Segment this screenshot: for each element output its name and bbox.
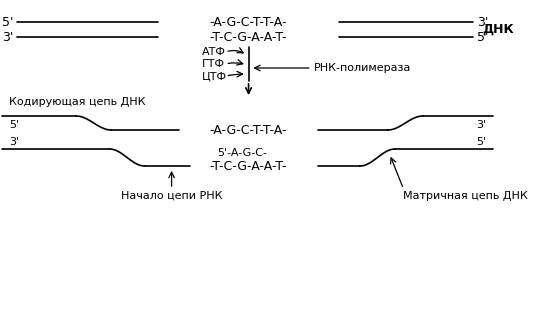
Text: 5'-A-G-C-: 5'-A-G-C-: [217, 148, 267, 158]
Text: АТФ: АТФ: [202, 47, 226, 57]
Text: 5': 5': [2, 15, 13, 28]
Text: 3': 3': [2, 31, 13, 44]
Text: 3': 3': [9, 137, 20, 147]
Text: ДНК: ДНК: [482, 23, 514, 36]
Text: -A-G-C-T-T-A-: -A-G-C-T-T-A-: [210, 15, 287, 28]
Text: -A-G-C-T-T-A-: -A-G-C-T-T-A-: [210, 124, 287, 137]
Text: 3': 3': [476, 120, 486, 130]
Text: РНК-полимераза: РНК-полимераза: [313, 63, 411, 73]
Text: Кодирующая цепь ДНК: Кодирующая цепь ДНК: [9, 97, 146, 107]
Text: -T-C-G-A-A-T-: -T-C-G-A-A-T-: [210, 159, 287, 172]
Text: -T-C-G-A-A-T-: -T-C-G-A-A-T-: [210, 31, 287, 44]
Text: 5': 5': [9, 120, 20, 130]
Text: ЦТФ: ЦТФ: [202, 71, 227, 81]
Text: Матричная цепь ДНК: Матричная цепь ДНК: [403, 191, 528, 201]
Text: Начало цепи РНК: Начало цепи РНК: [121, 191, 222, 201]
Text: ГТФ: ГТФ: [202, 59, 225, 69]
Text: 3': 3': [477, 15, 488, 28]
Text: 5': 5': [476, 137, 486, 147]
Text: 5': 5': [476, 31, 488, 44]
